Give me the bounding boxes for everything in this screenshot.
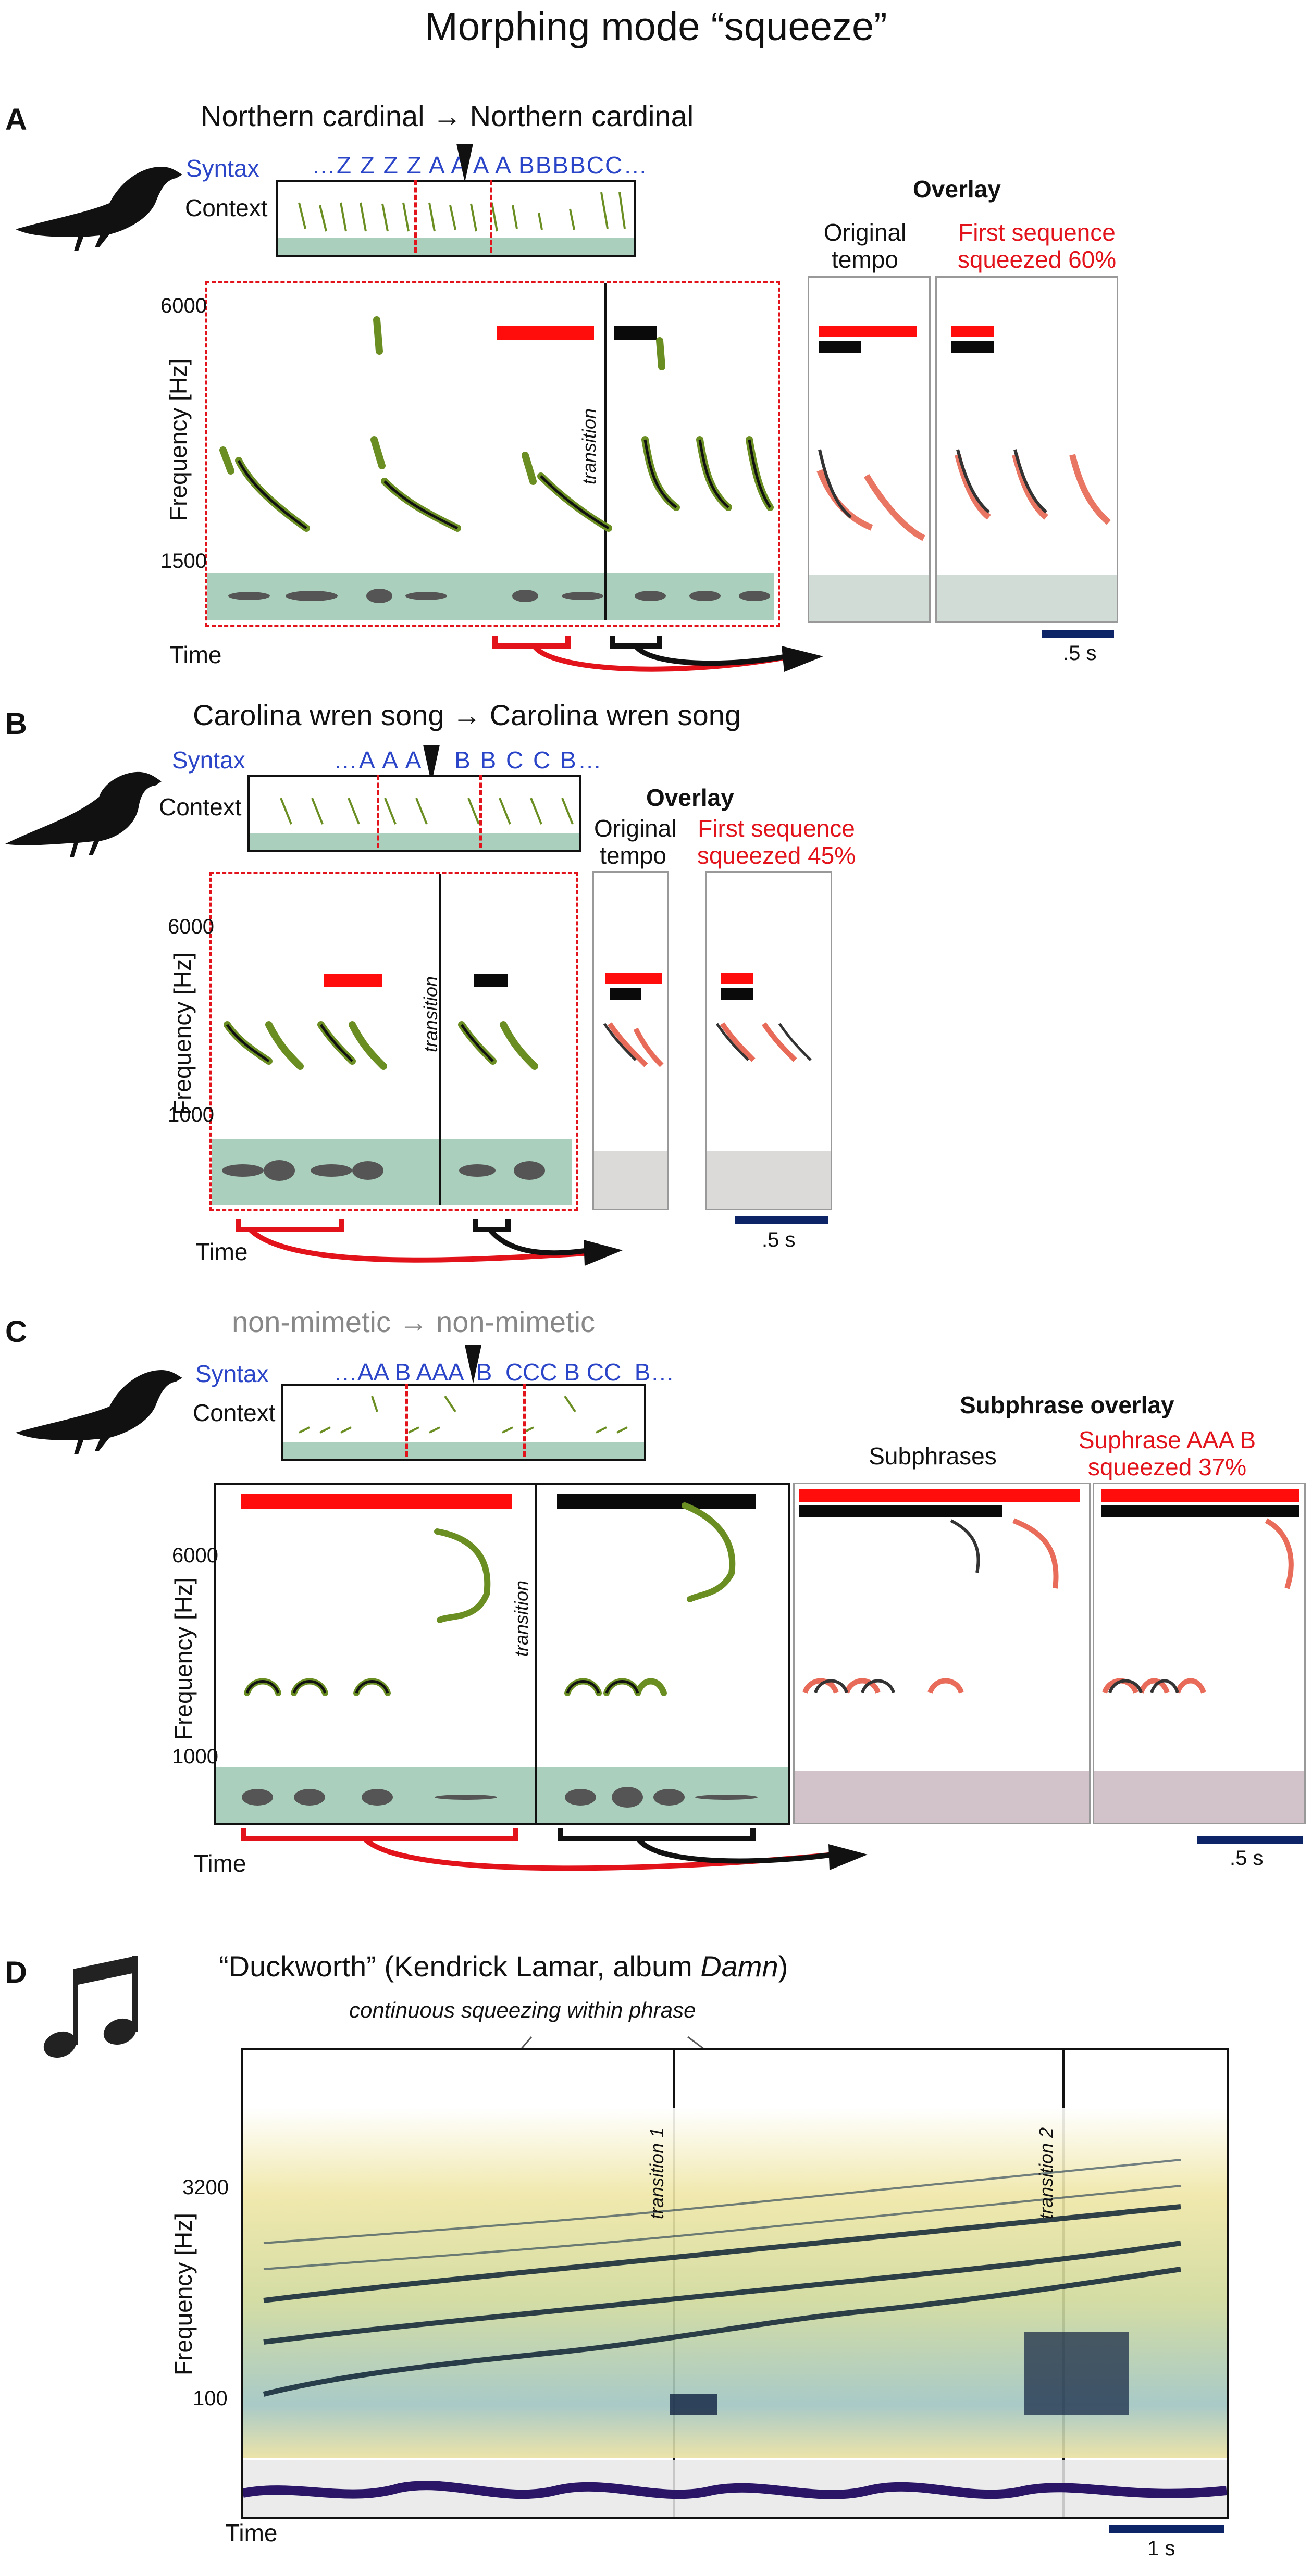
panel-c-col1-label: Subphrases [869,1442,997,1470]
panel-b-ytick-bottom: 1000 [168,1103,214,1126]
bird-silhouette-icon [5,771,162,857]
panel-b-ylabel: Frequency [Hz] [169,952,196,1115]
panel-d-annotation: continuous squeezing within phrase [349,1998,696,2022]
panel-b-transition-label: transition [420,976,441,1052]
panel-a-syntax-label: Syntax [186,155,259,182]
panel-c-main-spectrogram [214,1483,790,1825]
panel-d-letter: D [5,1956,27,1989]
panel-a-letter: A [5,103,27,136]
panel-d-ytick-bottom: 100 [193,2387,228,2410]
panel-a-ytick-top: 6000 [160,294,207,317]
panel-d-scale-label: 1 s [1147,2537,1175,2560]
panel-d-ylabel: Frequency [Hz] [170,2213,197,2375]
panel-c-ylabel: Frequency [Hz] [170,1577,197,1740]
transition-marker-icon [423,745,440,783]
panel-a-xlabel: Time [169,641,222,668]
panel-c-context-spectrogram [281,1384,646,1461]
panel-c-xlabel: Time [194,1850,246,1877]
panel-b-main-spectrogram [212,874,572,1205]
panel-d-heading: “Duckworth” (Kendrick Lamar, album Damn) [219,1950,788,1983]
panel-c-transition-label: transition [511,1580,532,1657]
panel-b-red-bar [324,974,382,987]
panel-a-main-spectrogram [207,283,774,620]
panel-a-ylabel: Frequency [Hz] [165,358,192,521]
panel-b-overlay-squeezed [705,871,832,1210]
panel-b-col1-label: Original tempo [594,815,677,869]
panel-b-black-bar [474,974,508,987]
panel-a-heading: Northern cardinal → Northern cardinal [201,99,694,132]
transition-marker-icon [465,1345,481,1384]
panel-a-red-bar [497,326,594,340]
panel-b-overlay-title: Overlay [646,784,734,811]
panel-b-scale-label: .5 s [762,1228,796,1251]
panel-c-overlay-squeezed [1093,1483,1306,1824]
panel-a-overlay-squeezed [935,276,1118,623]
panel-c-arrows [241,1828,868,1871]
panel-b-overlay-original [592,871,669,1210]
bird-silhouette-icon [16,1370,182,1454]
panel-c-heading: non-mimetic → non-mimetic [232,1305,596,1338]
panel-d-spectrogram [241,2048,1229,2519]
panel-c-context-label: Context [193,1399,276,1426]
music-note-icon [43,1956,138,2058]
panel-c-syntax-label: Syntax [195,1360,269,1387]
figure-title: Morphing mode “squeeze” [425,5,887,49]
panel-c-syntax-sequence: …AA B AAA B CCC B CC B… [333,1359,675,1386]
panel-c-overlay-subphrases [793,1483,1091,1824]
panel-d-transition1-label: transition 1 [646,2127,667,2219]
panel-a-zoom-frame [205,281,780,627]
panel-c-col2-label: Suphrase AAA B squeezed 37% [1078,1426,1256,1480]
panel-a-arrows [492,636,823,672]
panel-b-arrows [236,1219,623,1266]
panel-a-overlay-title: Overlay [913,176,1001,203]
panel-c-red-bar [241,1494,512,1509]
panel-a-overlay-original [808,276,931,623]
panel-c-ytick-top: 6000 [172,1544,218,1567]
panel-c-overlay-title: Subphrase overlay [960,1391,1174,1418]
panel-b-syntax-label: Syntax [172,746,245,774]
panel-c-ytick-bottom: 1000 [172,1745,218,1768]
panel-a-ytick-bottom: 1500 [160,550,207,573]
panel-c-black-bar [557,1494,756,1509]
panel-c-scale-label: .5 s [1230,1847,1264,1870]
panel-b-zoom-frame [209,872,578,1211]
panel-a-transition-label: transition [578,408,600,484]
panel-b-col2-label: First sequence squeezed 45% [697,815,856,869]
bird-silhouette-icon [16,167,182,251]
panel-b-context-label: Context [159,793,242,820]
panel-b-ytick-top: 6000 [168,915,214,938]
panel-a-scale-label: .5 s [1063,642,1097,665]
panel-a-black-bar [614,326,657,340]
transition-marker-icon [456,144,473,182]
panel-c-letter: C [5,1315,27,1349]
panel-a-context-label: Context [185,194,268,221]
panel-d-xlabel: Time [225,2519,278,2546]
panel-d-transition2-label: transition 2 [1035,2127,1057,2219]
panel-a-syntax-sequence: …Z Z Z Z A A A A BBBBCC… [312,152,649,179]
panel-d-ytick-top: 3200 [182,2176,229,2199]
panel-b-heading: Carolina wren song → Carolina wren song [193,699,741,731]
panel-a-col1-label: Original tempo [823,219,907,273]
panel-b-letter: B [5,707,27,741]
panel-b-xlabel: Time [195,1238,248,1265]
panel-b-syntax-sequence: …A A A B B C C B… [333,746,603,774]
panel-a-context-spectrogram [276,180,636,257]
panel-b-context-spectrogram [247,775,581,852]
panel-a-col2-label: First sequence squeezed 60% [957,219,1117,273]
